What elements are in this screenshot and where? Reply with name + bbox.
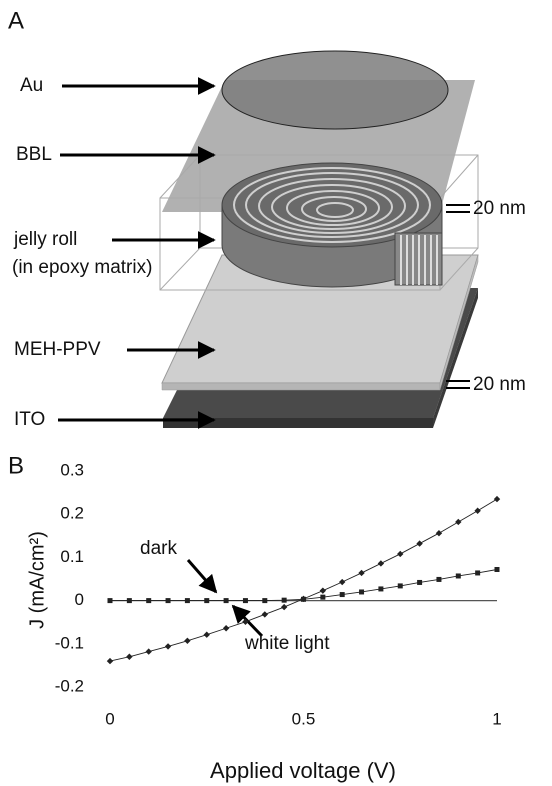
- y-tick-label: 0.1: [60, 547, 84, 566]
- x-tick-label: 0.5: [292, 709, 316, 728]
- data-point: [320, 587, 326, 593]
- au-electrode: [222, 51, 448, 129]
- data-point: [378, 586, 383, 591]
- series-annotation: white light: [244, 633, 330, 654]
- panel-label: A: [8, 7, 24, 34]
- data-point: [223, 625, 229, 631]
- jelly-roll: [222, 163, 442, 287]
- data-point: [339, 579, 345, 585]
- data-point: [358, 570, 364, 576]
- data-point: [107, 658, 113, 664]
- data-point: [301, 597, 306, 602]
- data-point: [416, 540, 422, 546]
- data-point: [340, 592, 345, 597]
- panel-a: A 20 nm 20 nm: [8, 7, 526, 430]
- data-point: [320, 595, 325, 600]
- data-point: [127, 598, 132, 603]
- layer-label: BBL: [16, 144, 52, 165]
- meh-ppv-edge: [162, 383, 440, 390]
- y-tick-label: -0.2: [55, 676, 84, 695]
- data-point: [359, 589, 364, 594]
- data-point: [494, 496, 500, 502]
- panel-b: B Applied voltage (V) J (mA/cm²) dark wh…: [8, 452, 502, 782]
- annotation-arrows: [188, 560, 262, 636]
- data-point: [224, 598, 229, 603]
- layer-label: MEH-PPV: [14, 339, 101, 360]
- y-axis-title: J (mA/cm²): [26, 531, 48, 629]
- data-point: [204, 598, 209, 603]
- data-point: [281, 604, 287, 610]
- data-point: [282, 598, 287, 603]
- data-point: [436, 530, 442, 536]
- y-tick-label: 0: [75, 590, 84, 609]
- data-point: [165, 643, 171, 649]
- data-point: [455, 519, 461, 525]
- data-point: [184, 638, 190, 644]
- data-point: [417, 580, 422, 585]
- data-point: [108, 598, 113, 603]
- data-point: [262, 598, 267, 603]
- data-point: [436, 577, 441, 582]
- data-point: [495, 567, 500, 572]
- data-point: [146, 598, 151, 603]
- x-tick-label: 1: [492, 709, 501, 728]
- panel-label: B: [8, 452, 24, 479]
- thickness-label: 20 nm: [473, 198, 526, 219]
- x-axis-title: Applied voltage (V): [210, 758, 396, 783]
- data-point: [475, 570, 480, 575]
- data-point: [378, 560, 384, 566]
- data-point: [204, 632, 210, 638]
- layer-label: Au: [20, 75, 43, 96]
- series-annotation: dark: [140, 538, 177, 559]
- data-point: [262, 611, 268, 617]
- layer-label: jelly roll: [13, 229, 77, 250]
- y-tick-label: 0.2: [60, 504, 84, 523]
- data-point: [126, 654, 132, 660]
- layer-label: (in epoxy matrix): [12, 257, 152, 278]
- data-point: [166, 598, 171, 603]
- data-point: [146, 648, 152, 654]
- layer-label: ITO: [14, 409, 45, 430]
- x-tick-label: 0: [105, 709, 114, 728]
- data-point: [474, 508, 480, 514]
- y-tick-label: 0.3: [60, 460, 84, 479]
- data-point: [243, 598, 248, 603]
- y-tick-label: -0.1: [55, 633, 84, 652]
- thickness-label: 20 nm: [473, 374, 526, 395]
- data-point: [398, 583, 403, 588]
- data-point: [456, 573, 461, 578]
- data-point: [397, 551, 403, 557]
- data-point: [185, 598, 190, 603]
- figure: A 20 nm 20 nm: [0, 0, 552, 786]
